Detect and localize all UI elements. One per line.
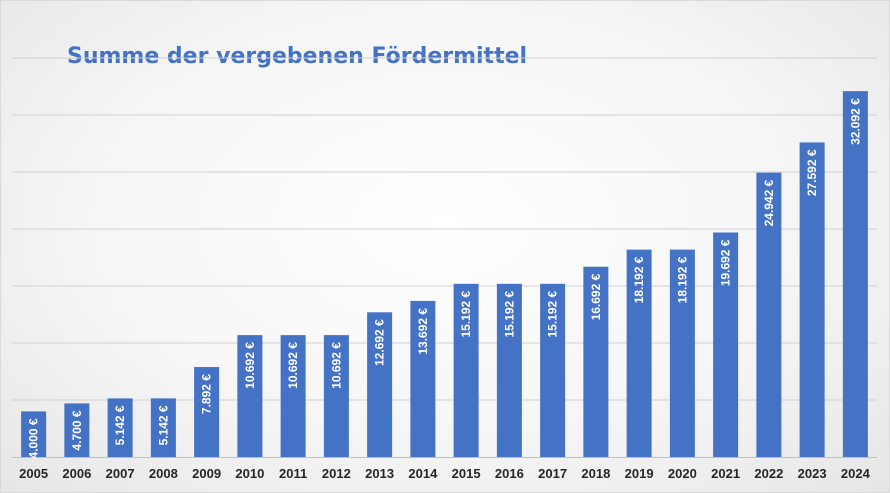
bar-data-label: 4.000 € <box>27 418 41 458</box>
x-tick-label: 2006 <box>62 466 91 481</box>
bar <box>280 335 306 457</box>
bar-data-label: 7.892 € <box>200 374 214 414</box>
bar-data-label: 16.692 € <box>589 273 603 320</box>
bar <box>669 249 695 457</box>
bar <box>237 335 263 457</box>
bar-data-label: 19.692 € <box>719 239 733 286</box>
bar-data-label: 15.192 € <box>459 290 473 337</box>
x-tick-label: 2023 <box>798 466 827 481</box>
x-tick-label: 2005 <box>19 466 48 481</box>
bar-data-label: 24.942 € <box>762 179 776 226</box>
x-tick-label: 2013 <box>365 466 394 481</box>
bar <box>713 232 739 457</box>
x-tick-label: 2019 <box>625 466 654 481</box>
x-tick-label: 2015 <box>452 466 481 481</box>
bar <box>583 266 609 457</box>
bar <box>540 283 566 457</box>
bar-data-label: 10.692 € <box>243 342 257 389</box>
x-tick-label: 2009 <box>192 466 221 481</box>
x-tick-label: 2024 <box>841 466 871 481</box>
x-tick-label: 2012 <box>322 466 351 481</box>
bar <box>453 283 479 457</box>
bar-data-label: 15.192 € <box>502 290 516 337</box>
x-tick-label: 2007 <box>106 466 135 481</box>
x-tick-label: 2021 <box>711 466 740 481</box>
bar-data-label: 5.142 € <box>113 405 127 445</box>
bar <box>194 367 220 457</box>
bar <box>842 91 868 458</box>
bar <box>756 172 782 457</box>
bar <box>367 312 393 457</box>
bar <box>496 283 522 457</box>
x-tick-label: 2010 <box>235 466 264 481</box>
x-tick-label: 2011 <box>279 466 307 481</box>
bar <box>410 300 436 457</box>
x-tick-label: 2016 <box>495 466 524 481</box>
bar <box>64 403 90 457</box>
bar <box>107 398 133 457</box>
bar <box>799 142 825 457</box>
bar <box>21 411 47 457</box>
bar-data-label: 18.192 € <box>632 256 646 303</box>
bar-data-label: 18.192 € <box>675 256 689 303</box>
x-tick-label: 2018 <box>581 466 610 481</box>
bar-data-label: 13.692 € <box>416 308 430 355</box>
bar <box>323 335 349 457</box>
x-tick-label: 2014 <box>408 466 438 481</box>
bar-data-label: 5.142 € <box>156 405 170 445</box>
bar-data-label: 4.700 € <box>70 410 84 450</box>
bar <box>150 398 176 457</box>
bar-data-label: 32.092 € <box>848 98 862 145</box>
bar-data-label: 10.692 € <box>329 342 343 389</box>
bar-data-label: 15.192 € <box>546 290 560 337</box>
x-tick-label: 2017 <box>538 466 567 481</box>
x-tick-label: 2020 <box>668 466 697 481</box>
bar-data-label: 27.592 € <box>805 149 819 196</box>
chart-title: Summe der vergebenen Fördermittel <box>67 44 528 69</box>
bar <box>626 249 652 457</box>
bar-data-label: 10.692 € <box>286 342 300 389</box>
x-tick-label: 2022 <box>754 466 783 481</box>
x-tick-label: 2008 <box>149 466 178 481</box>
bar-data-label: 12.692 € <box>373 319 387 366</box>
